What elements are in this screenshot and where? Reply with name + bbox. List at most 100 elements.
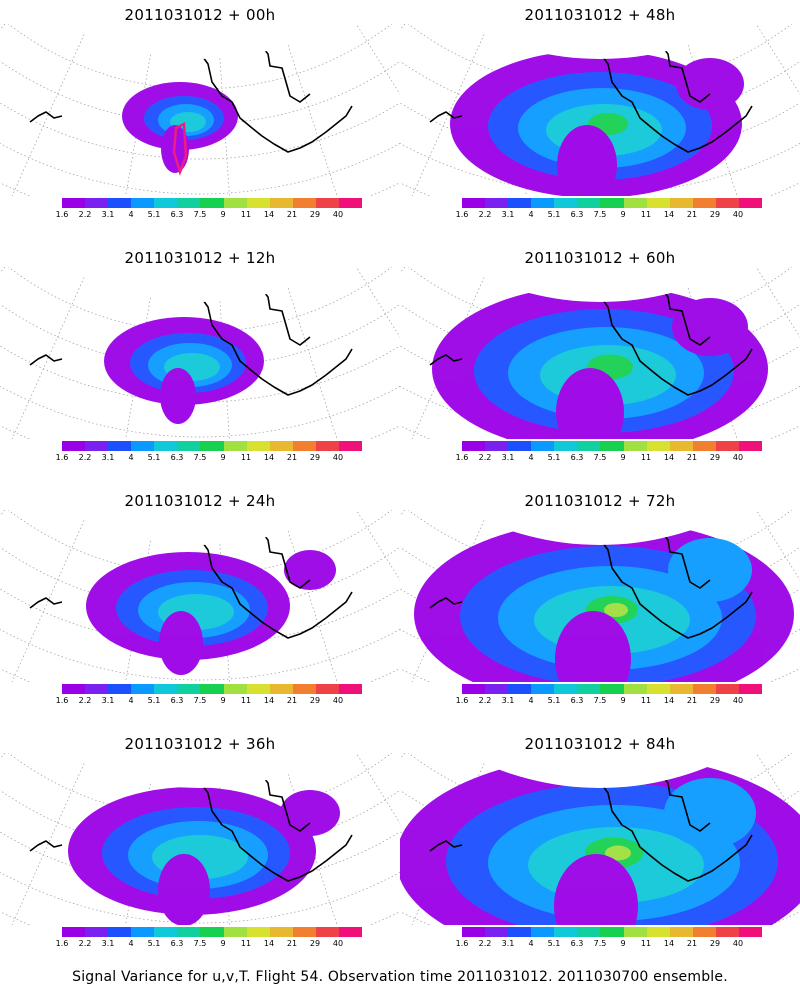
colorbar-swatch [131, 441, 155, 451]
map-panel: 2011031012 + 24h 1.6 2.2 3.1 4 5.1 6.3 7.5 9 11 14… [0, 486, 400, 726]
colorbar-tick-label: 6.3 [570, 453, 584, 462]
colorbar-tick-label: 5.1 [147, 939, 161, 948]
colorbar-swatch [131, 198, 155, 208]
colorbar-swatch [646, 198, 670, 208]
colorbar-swatch [154, 198, 178, 208]
colorbar-swatch [200, 441, 224, 451]
colorbar-tick-label: 21 [286, 696, 298, 705]
colorbar-swatch [315, 198, 339, 208]
colorbar-tick-label: 2.2 [478, 210, 492, 219]
colorbar-tick-label: 1.6 [55, 696, 69, 705]
colorbar-tick-label: 5.1 [547, 696, 561, 705]
colorbar-tick-label: 3.1 [101, 453, 115, 462]
colorbar-swatch [692, 198, 716, 208]
colorbar-tick-label: 6.3 [170, 210, 184, 219]
colorbar-tick-label: 9 [220, 453, 226, 462]
colorbar-tick-label: 21 [286, 453, 298, 462]
variance-contour [172, 122, 188, 176]
colorbar-tick-label: 6.3 [570, 696, 584, 705]
colorbar-tick-label: 9 [620, 939, 626, 948]
colorbar-tick-label: 14 [663, 453, 675, 462]
colorbar-swatch [462, 441, 486, 451]
colorbar-labels: 1.6 2.2 3.1 4 5.1 6.3 7.5 9 11 14 21 29 40 [452, 939, 772, 951]
variance-field [122, 82, 238, 176]
colorbar-swatch [177, 927, 201, 937]
colorbar-tick-label: 2.2 [78, 453, 92, 462]
colorbar-swatch [531, 441, 555, 451]
colorbar-swatch [108, 684, 132, 694]
latitude-line [0, 267, 400, 438]
colorbar-swatch [177, 684, 201, 694]
colorbar-swatch [715, 441, 739, 451]
colorbar-swatch [508, 927, 532, 937]
colorbar-tick-label: 21 [686, 210, 698, 219]
colorbar-swatch [623, 441, 647, 451]
colorbar [462, 927, 763, 937]
colorbar-tick-label: 7.5 [593, 210, 607, 219]
colorbar-swatch [246, 441, 270, 451]
colorbar-tick-label: 3.1 [101, 210, 115, 219]
colorbar-labels: 1.6 2.2 3.1 4 5.1 6.3 7.5 9 11 14 21 29 40 [452, 696, 772, 708]
longitude-line [0, 24, 25, 149]
variance-contour [158, 854, 210, 925]
panel-title: 2011031012 + 84h [524, 735, 676, 753]
colorbar-swatch [738, 198, 763, 208]
panel-title: 2011031012 + 36h [124, 735, 276, 753]
variance-contour [664, 778, 756, 848]
variance-contour [160, 368, 196, 424]
colorbar-tick-label: 4 [128, 453, 134, 462]
longitude-line [350, 24, 400, 178]
colorbar-labels: 1.6 2.2 3.1 4 5.1 6.3 7.5 9 11 14 21 29 40 [452, 453, 772, 465]
colorbar-tick-label: 2.2 [478, 939, 492, 948]
colorbar-swatch [200, 927, 224, 937]
variance-map [400, 753, 800, 925]
colorbar-swatch [554, 927, 578, 937]
colorbar-swatch [223, 198, 247, 208]
colorbar-tick-label: 29 [309, 696, 321, 705]
colorbar-swatch [600, 441, 624, 451]
colorbar-swatch [154, 684, 178, 694]
colorbar-tick-label: 21 [286, 210, 298, 219]
colorbar-swatch [269, 684, 293, 694]
colorbar [62, 198, 363, 208]
colorbar-tick-label: 14 [663, 939, 675, 948]
longitude-line [6, 520, 85, 682]
variance-contour [668, 538, 752, 602]
variance-contour [556, 368, 624, 439]
variance-contour [284, 550, 336, 590]
colorbar-swatch [508, 441, 532, 451]
colorbar-tick-label: 29 [309, 939, 321, 948]
colorbar-tick-label: 29 [709, 939, 721, 948]
colorbar-swatch [223, 441, 247, 451]
coastline [29, 597, 63, 609]
latitude-line [0, 510, 400, 681]
longitude-line [0, 753, 25, 878]
colorbar-tick-label: 21 [686, 453, 698, 462]
colorbar-swatch [600, 198, 624, 208]
map-panel: 2011031012 + 00h 1.6 2.2 3.1 4 5.1 6.3 7.5 9 11 14… [0, 0, 400, 240]
colorbar-swatch [315, 927, 339, 937]
colorbar-swatch [692, 927, 716, 937]
colorbar-tick-label: 7.5 [193, 696, 207, 705]
colorbar-tick-label: 6.3 [570, 939, 584, 948]
colorbar-swatch [246, 927, 270, 937]
colorbar-tick-label: 40 [732, 453, 744, 462]
colorbar-tick-label: 3.1 [501, 210, 515, 219]
colorbar [462, 441, 763, 451]
variance-contour [605, 845, 631, 861]
colorbar-tick-label: 7.5 [193, 453, 207, 462]
colorbar-swatch [600, 684, 624, 694]
colorbar-tick-label: 11 [240, 696, 252, 705]
colorbar-swatch [692, 441, 716, 451]
colorbar-tick-label: 11 [240, 210, 252, 219]
colorbar-tick-label: 6.3 [570, 210, 584, 219]
colorbar-tick-label: 14 [263, 210, 275, 219]
coastline [29, 111, 63, 123]
variance-field [86, 550, 336, 675]
colorbar-labels: 1.6 2.2 3.1 4 5.1 6.3 7.5 9 11 14 21 29 40 [52, 939, 372, 951]
colorbar-labels: 1.6 2.2 3.1 4 5.1 6.3 7.5 9 11 14 21 29 40 [452, 210, 772, 222]
colorbar-swatch [62, 441, 86, 451]
colorbar-swatch [577, 684, 601, 694]
colorbar [62, 684, 363, 694]
variance-field [432, 285, 768, 439]
